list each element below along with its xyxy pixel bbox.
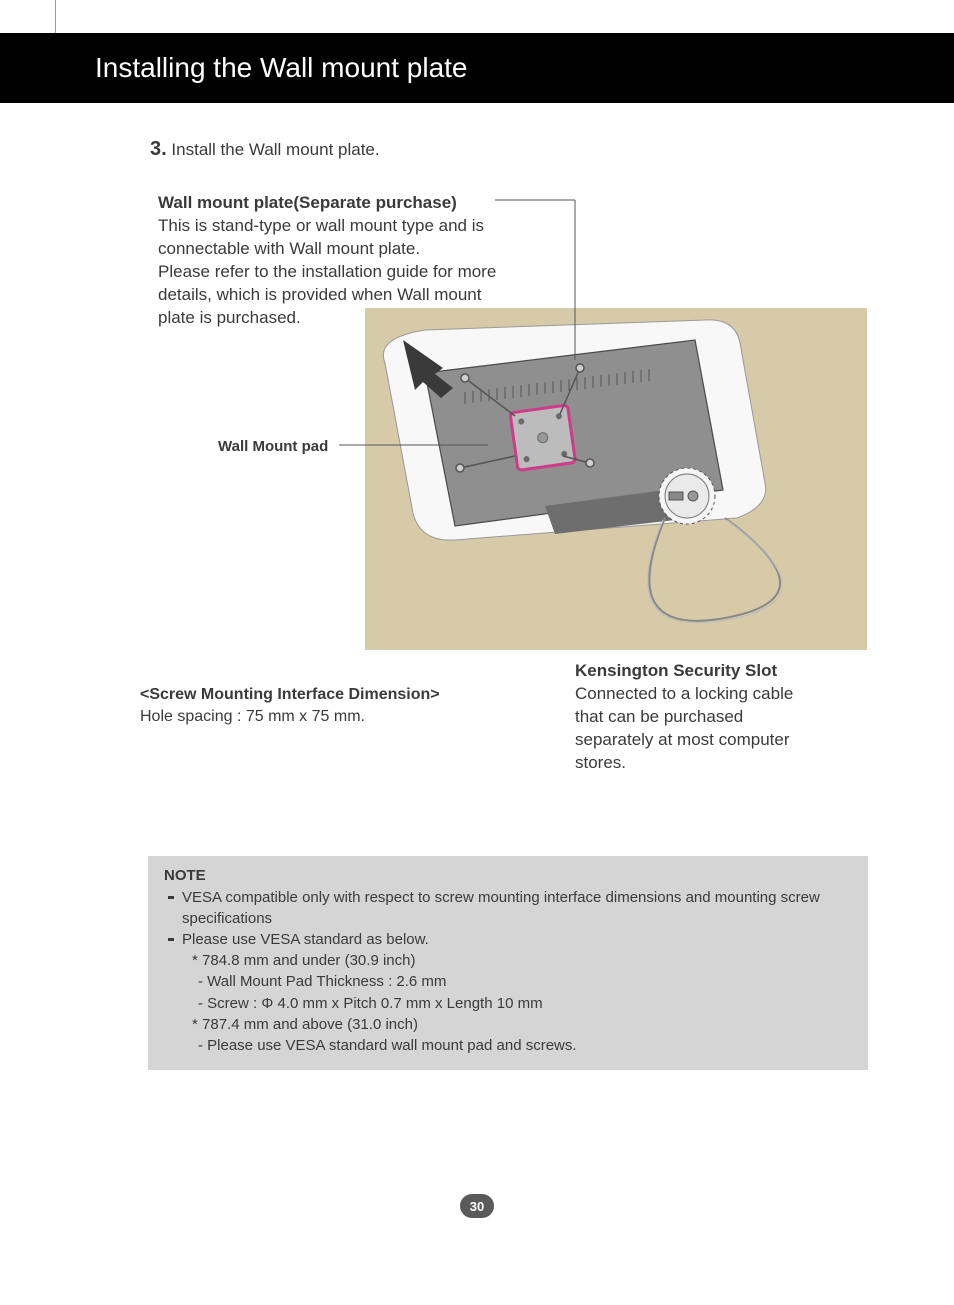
kensington-slot-description: Kensington Security Slot Connected to a … — [575, 660, 805, 775]
kensington-title: Kensington Security Slot — [575, 660, 805, 683]
section-title: Installing the Wall mount plate — [95, 52, 468, 84]
screw-title: <Screw Mounting Interface Dimension> — [140, 684, 440, 706]
page-footer: 30 — [460, 1194, 494, 1218]
note-box: NOTE VESA compatible only with respect t… — [148, 856, 868, 1070]
note-title: NOTE — [164, 866, 852, 886]
note-line-1: * 784.8 mm and under (30.9 inch) — [164, 951, 852, 971]
wall-mount-pad-label: Wall Mount pad — [218, 438, 328, 455]
page-number-badge: 30 — [460, 1194, 494, 1218]
screw-body: Hole spacing : 75 mm x 75 mm. — [140, 706, 440, 728]
note-bullet-2: Please use VESA standard as below. — [164, 930, 852, 950]
note-line-4: * 787.4 mm and above (31.0 inch) — [164, 1015, 852, 1035]
kensington-body: Connected to a locking cable that can be… — [575, 683, 805, 775]
screw-mounting-dimension: <Screw Mounting Interface Dimension> Hol… — [140, 684, 440, 727]
note-line-3: - Screw : Φ 4.0 mm x Pitch 0.7 mm x Leng… — [164, 994, 852, 1014]
step-3: 3. Install the Wall mount plate. — [150, 138, 380, 161]
step-number: 3. — [150, 138, 167, 160]
note-line-5: - Please use VESA standard wall mount pa… — [164, 1036, 852, 1056]
monitor-illustration — [365, 308, 867, 650]
step-text: Install the Wall mount plate. — [171, 140, 379, 159]
note-bullet-1: VESA compatible only with respect to scr… — [164, 888, 852, 929]
plate-body-1: This is stand-type or wall mount type an… — [158, 215, 498, 261]
plate-title: Wall mount plate(Separate purchase) — [158, 192, 498, 215]
note-line-2: - Wall Mount Pad Thickness : 2.6 mm — [164, 972, 852, 992]
section-header: Installing the Wall mount plate — [0, 33, 954, 103]
page-edge-line — [55, 0, 56, 33]
